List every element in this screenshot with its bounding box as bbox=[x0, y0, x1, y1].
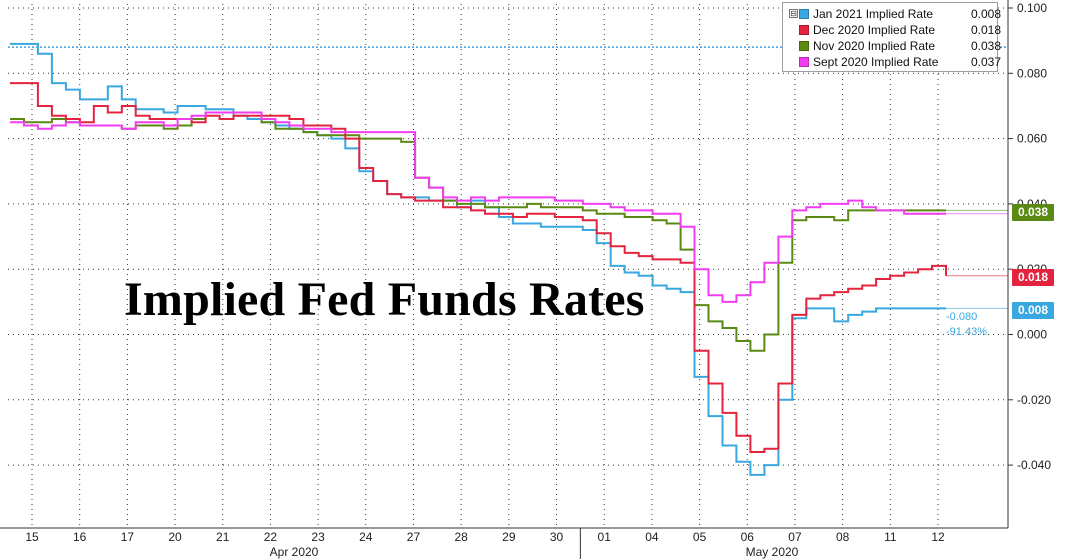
legend-item-nov-2020[interactable]: Nov 2020 Implied Rate 0.038 bbox=[799, 38, 1001, 54]
x-tick-label: 28 bbox=[454, 530, 468, 544]
legend-value: 0.037 bbox=[971, 55, 1002, 69]
series-line-sept-2020-implied-rate bbox=[10, 111, 946, 303]
legend-label: Sept 2020 Implied Rate bbox=[813, 55, 939, 69]
x-tick-label: 30 bbox=[550, 530, 564, 544]
series-line-dec-2020-implied-rate bbox=[10, 82, 947, 453]
x-tick-label: 04 bbox=[645, 530, 659, 544]
x-tick-label: 17 bbox=[121, 530, 135, 544]
collapse-toggle-icon[interactable]: ⊟ bbox=[789, 9, 798, 18]
chart-title: Implied Fed Funds Rates bbox=[124, 273, 645, 326]
last-value-tag-dec: 0.018 bbox=[1012, 269, 1054, 286]
y-tick-label: 0.000 bbox=[1017, 328, 1047, 342]
legend-swatch bbox=[799, 25, 809, 35]
y-tick-label: -0.020 bbox=[1017, 393, 1051, 407]
x-tick-label: 27 bbox=[407, 530, 421, 544]
series-line-jan-2021-implied-rate bbox=[10, 42, 946, 476]
y-tick-label: 0.100 bbox=[1017, 1, 1047, 15]
x-tick-label: 16 bbox=[73, 530, 87, 544]
x-tick-label: 20 bbox=[168, 530, 182, 544]
legend-label: Dec 2020 Implied Rate bbox=[813, 23, 936, 37]
legend-value: 0.018 bbox=[971, 23, 1002, 37]
legend-item-jan-2021[interactable]: Jan 2021 Implied Rate 0.008 bbox=[799, 6, 1001, 22]
last-value-tag-nov: 0.038 bbox=[1012, 204, 1054, 221]
x-tick-label: 23 bbox=[311, 530, 325, 544]
legend-item-sept-2020[interactable]: Sept 2020 Implied Rate 0.037 bbox=[799, 54, 1001, 70]
x-tick-label: 21 bbox=[216, 530, 230, 544]
x-tick-label: 11 bbox=[884, 530, 897, 544]
x-tick-label: 15 bbox=[25, 530, 39, 544]
legend-item-dec-2020[interactable]: Dec 2020 Implied Rate 0.018 bbox=[799, 22, 1001, 38]
change-annotation: -0.080 bbox=[946, 311, 978, 323]
legend-label: Jan 2021 Implied Rate bbox=[813, 7, 934, 21]
x-tick-label: 29 bbox=[502, 530, 516, 544]
chart-series bbox=[10, 42, 1008, 476]
last-value-tag-jan: 0.008 bbox=[1012, 302, 1054, 319]
month-label: Apr 2020 bbox=[270, 545, 319, 559]
legend-swatch bbox=[799, 41, 809, 51]
x-tick-label: 07 bbox=[788, 530, 802, 544]
y-tick-label: 0.080 bbox=[1017, 66, 1047, 80]
y-tick-label: 0.060 bbox=[1017, 132, 1047, 146]
x-tick-label: 05 bbox=[693, 530, 707, 544]
x-tick-label: 22 bbox=[264, 530, 278, 544]
series-line-nov-2020-implied-rate bbox=[10, 111, 946, 352]
month-label: May 2020 bbox=[746, 545, 799, 559]
legend-swatch bbox=[799, 9, 809, 19]
chart-legend[interactable]: ⊟ Jan 2021 Implied Rate 0.008 Dec 2020 Im… bbox=[782, 2, 1001, 72]
legend-swatch bbox=[799, 57, 809, 67]
legend-value: 0.038 bbox=[971, 39, 1002, 53]
x-tick-label: 24 bbox=[359, 530, 373, 544]
chart-grid bbox=[8, 4, 1008, 528]
x-tick-label: 12 bbox=[931, 530, 945, 544]
x-tick-label: 08 bbox=[836, 530, 850, 544]
legend-label: Nov 2020 Implied Rate bbox=[813, 39, 936, 53]
change-pct-annotation: -91.43% bbox=[946, 326, 987, 338]
x-tick-label: 06 bbox=[741, 530, 755, 544]
x-tick-label: 01 bbox=[598, 530, 612, 544]
y-tick-label: -0.040 bbox=[1017, 458, 1051, 472]
legend-value: 0.008 bbox=[971, 7, 1002, 21]
